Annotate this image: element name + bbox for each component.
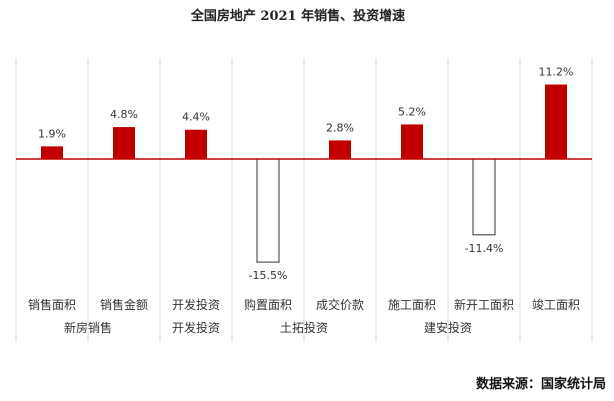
bar bbox=[401, 124, 423, 159]
group-label: 土拓投资 bbox=[280, 320, 328, 335]
data-label: 1.9% bbox=[38, 127, 66, 140]
category-label: 开发投资 bbox=[172, 297, 220, 312]
bar bbox=[41, 146, 63, 159]
data-label: 5.2% bbox=[398, 105, 426, 118]
category-label: 施工面积 bbox=[388, 298, 436, 312]
category-label: 销售金额 bbox=[100, 297, 148, 312]
category-label: 竣工面积 bbox=[532, 297, 580, 312]
bar bbox=[185, 129, 207, 159]
bar bbox=[329, 140, 351, 159]
group-label: 新房销售 bbox=[64, 320, 112, 335]
group-label: 开发投资 bbox=[172, 320, 220, 335]
data-label: 11.2% bbox=[539, 66, 574, 79]
bar bbox=[545, 84, 567, 159]
data-label: 4.8% bbox=[110, 108, 138, 121]
plot-area: 1.9% 销售面积 4.8% 销售金额 4.4% 开发投资 -15.5% 购置面积 2.8% 成交… bbox=[15, 58, 593, 342]
data-label: -15.5% bbox=[249, 269, 288, 282]
bar bbox=[256, 158, 280, 263]
bar bbox=[472, 158, 496, 236]
chart-title: 全国房地产 2021 年销售、投资增速 bbox=[190, 8, 405, 24]
data-label: 4.4% bbox=[182, 111, 210, 124]
category-label: 销售面积 bbox=[28, 297, 76, 312]
bar bbox=[113, 127, 135, 159]
source-note: 数据来源：国家统计局 bbox=[476, 376, 606, 392]
data-label: -11.4% bbox=[465, 242, 504, 255]
group-label: 建安投资 bbox=[424, 320, 472, 335]
category-label: 新开工面积 bbox=[454, 297, 514, 312]
category-label: 成交价款 bbox=[316, 297, 364, 312]
category-label: 购置面积 bbox=[244, 297, 292, 312]
data-label: 2.8% bbox=[326, 121, 354, 134]
